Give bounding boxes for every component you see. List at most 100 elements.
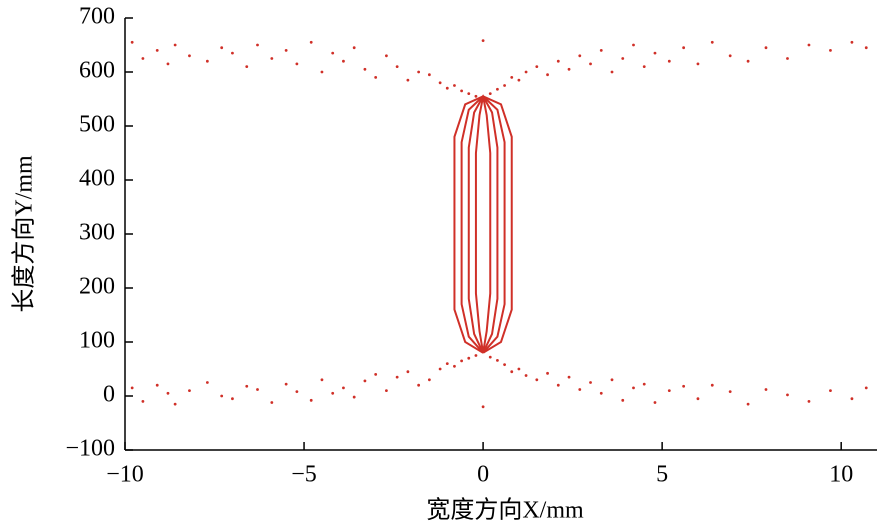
point (352, 46, 356, 50)
point (256, 43, 259, 47)
y-tick-label: −100 (65, 436, 115, 462)
point (710, 383, 714, 387)
point (188, 54, 191, 58)
point (427, 73, 431, 77)
point (786, 393, 789, 397)
point (438, 367, 442, 371)
point (220, 46, 224, 50)
point (395, 375, 399, 379)
y-tick-label: 200 (79, 274, 115, 300)
point (374, 76, 378, 79)
point (155, 383, 159, 387)
point (496, 358, 499, 362)
point (621, 398, 625, 402)
point (284, 382, 288, 386)
point (567, 67, 571, 71)
point (682, 384, 686, 388)
point (599, 391, 603, 395)
point (342, 386, 345, 390)
point (488, 355, 492, 359)
point (166, 62, 170, 66)
point (245, 384, 249, 388)
point (205, 59, 209, 63)
point (710, 40, 714, 44)
point (460, 89, 464, 93)
y-tick-label: 100 (79, 328, 115, 354)
point (829, 389, 832, 392)
point (245, 65, 249, 68)
point (632, 43, 635, 47)
point (406, 78, 410, 82)
x-axis-label: 宽度方向X/mm (426, 497, 584, 524)
point (155, 49, 159, 52)
x-tick-label: 0 (477, 462, 489, 488)
point (417, 383, 421, 387)
point (653, 401, 657, 404)
point (589, 62, 592, 66)
point (621, 57, 625, 60)
point (309, 40, 313, 44)
point (850, 397, 854, 401)
point (284, 49, 288, 52)
point (510, 76, 514, 79)
point (667, 59, 671, 63)
point (481, 405, 485, 409)
point (642, 65, 646, 68)
point (438, 81, 442, 85)
point (220, 394, 224, 398)
point (546, 73, 549, 77)
point (295, 390, 299, 394)
point (453, 84, 456, 87)
point (331, 51, 335, 55)
point (309, 398, 313, 402)
point (488, 92, 492, 95)
point (728, 54, 732, 58)
point (231, 51, 234, 55)
point (320, 378, 324, 382)
point (496, 87, 499, 91)
point (130, 386, 134, 390)
point (130, 40, 134, 44)
point (653, 51, 657, 55)
point (173, 43, 177, 47)
point (467, 92, 471, 95)
point (556, 383, 560, 387)
y-tick-label: 700 (79, 4, 115, 30)
point (385, 389, 388, 392)
point (417, 70, 421, 74)
point (746, 59, 750, 63)
point (385, 54, 388, 58)
point (503, 84, 506, 87)
point (166, 391, 170, 395)
point (342, 59, 345, 63)
point (295, 62, 299, 66)
point (467, 356, 471, 360)
point (517, 367, 521, 371)
point (270, 57, 274, 60)
point (786, 57, 789, 60)
point (374, 373, 378, 376)
point (474, 94, 478, 98)
point (270, 401, 274, 404)
point (503, 363, 506, 367)
point (535, 65, 539, 68)
x-tick-label: −10 (106, 462, 144, 488)
x-tick-label: 10 (829, 462, 853, 488)
y-tick-label: 400 (79, 166, 115, 192)
point (667, 389, 671, 392)
point (331, 391, 335, 395)
point (188, 389, 191, 392)
point (546, 371, 549, 375)
y-tick-label: 300 (79, 220, 115, 246)
point (807, 43, 811, 47)
point (642, 382, 646, 386)
point (363, 379, 367, 383)
point (589, 381, 592, 384)
point (746, 402, 750, 406)
point (764, 388, 768, 391)
point (395, 65, 399, 68)
point (696, 62, 700, 66)
point (535, 378, 539, 382)
